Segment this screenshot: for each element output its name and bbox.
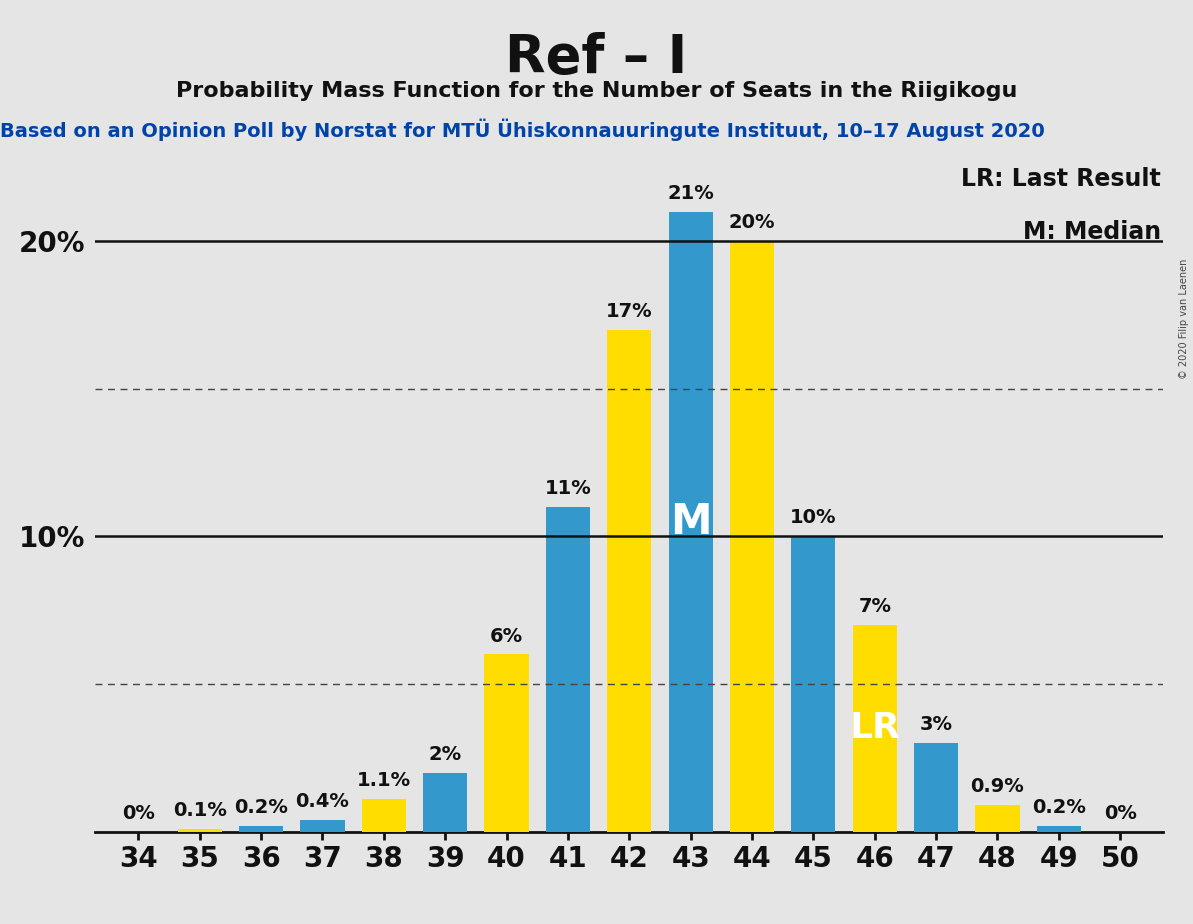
Text: Ref – I: Ref – I xyxy=(506,32,687,84)
Text: 2%: 2% xyxy=(428,745,462,763)
Text: Probability Mass Function for the Number of Seats in the Riigikogu: Probability Mass Function for the Number… xyxy=(175,81,1018,102)
Text: Based on an Opinion Poll by Norstat for MTÜ Ühiskonnauuringute Instituut, 10–17 : Based on an Opinion Poll by Norstat for … xyxy=(0,118,1045,140)
Bar xyxy=(607,330,651,832)
Text: 20%: 20% xyxy=(729,213,775,232)
Text: 21%: 21% xyxy=(667,184,715,202)
Text: 0%: 0% xyxy=(1104,804,1137,822)
Text: © 2020 Filip van Laenen: © 2020 Filip van Laenen xyxy=(1180,259,1189,379)
Bar xyxy=(484,654,528,832)
Bar xyxy=(853,625,897,832)
Bar xyxy=(424,772,468,832)
Bar xyxy=(361,799,406,832)
Text: M: M xyxy=(670,501,711,542)
Bar xyxy=(1037,826,1081,832)
Bar xyxy=(914,743,958,832)
Text: 11%: 11% xyxy=(544,479,592,498)
Bar xyxy=(791,536,835,832)
Text: 0.1%: 0.1% xyxy=(173,801,227,820)
Bar xyxy=(546,506,591,832)
Text: 0.9%: 0.9% xyxy=(971,777,1025,796)
Bar xyxy=(301,820,345,832)
Bar xyxy=(730,241,774,832)
Text: 17%: 17% xyxy=(606,302,653,321)
Bar xyxy=(239,826,283,832)
Text: LR: LR xyxy=(849,711,901,746)
Text: 1.1%: 1.1% xyxy=(357,772,410,790)
Text: 6%: 6% xyxy=(490,626,524,646)
Text: 0.2%: 0.2% xyxy=(1032,797,1086,817)
Bar xyxy=(668,212,712,832)
Text: 0.4%: 0.4% xyxy=(296,792,350,811)
Text: 3%: 3% xyxy=(920,715,953,735)
Text: 10%: 10% xyxy=(790,508,836,528)
Bar xyxy=(178,829,222,832)
Text: 0%: 0% xyxy=(122,804,155,822)
Bar xyxy=(976,805,1020,832)
Text: 0.2%: 0.2% xyxy=(234,797,288,817)
Text: LR: Last Result: LR: Last Result xyxy=(962,167,1161,191)
Text: M: Median: M: Median xyxy=(1022,221,1161,244)
Text: 7%: 7% xyxy=(858,597,891,616)
